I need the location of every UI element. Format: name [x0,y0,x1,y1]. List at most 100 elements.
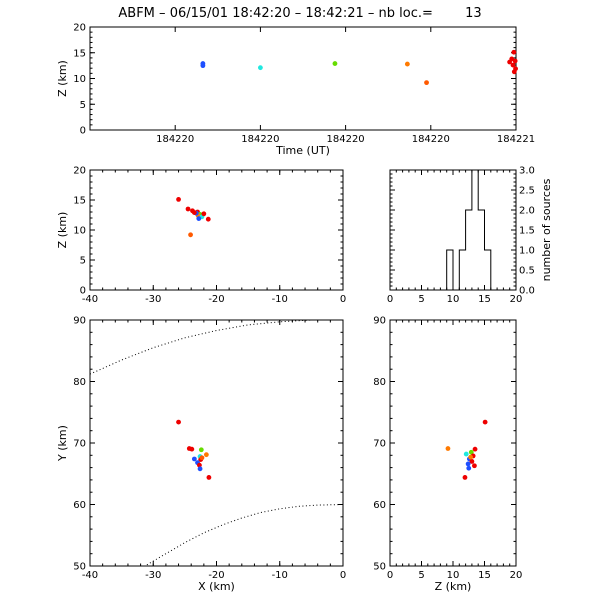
source-point [185,206,191,212]
y-tick-label: 0.0 [519,286,535,297]
source-point [176,197,181,202]
source-point [482,419,488,425]
source-point [198,447,204,453]
source-point [188,232,193,238]
y-tick-label: 20 [73,166,86,177]
source-point [201,211,207,217]
y-tick-label: 2.5 [519,186,535,197]
source-point [205,216,211,222]
y-tick-label: 50 [373,562,386,573]
source-point [472,463,477,469]
y-tick-label: 10 [73,226,86,237]
source-point [191,210,197,216]
figure-title: ABFM – 06/15/01 18:42:20 – 18:42:21 – nb… [118,6,481,21]
x-height-panel: -40 -30 -20 -10 0 0 5 10 15 20 Z (km) [56,166,346,306]
x-tick-label: 184220 [327,134,365,145]
y-tick-label: 90 [373,316,386,327]
y-tick-label: 50 [73,562,86,573]
source-point [469,459,475,464]
x-tick-label: 15 [478,294,491,305]
y-tick-label: 1.5 [519,226,535,237]
station-label: ABFM [118,6,155,21]
plot-frame [389,319,517,567]
source-point [200,63,206,69]
x-tick-label: 0 [340,294,346,305]
y-tick-label: 15 [73,48,86,59]
histogram-steps [390,169,516,291]
source-point [203,452,209,458]
y-tick-label: 60 [73,500,86,511]
x-tick-label: 0 [387,294,393,305]
x-tick-label: -40 [82,294,98,305]
x-tick-label: 20 [510,570,523,581]
source-point [511,69,517,75]
source-point [462,475,468,480]
x-axis-label: X (km) [198,580,235,593]
x-tick-label: -10 [272,570,288,581]
x-tick-label: 15 [478,570,491,581]
plot-frame [89,169,344,291]
source-point [510,62,516,68]
x-tick-label: -20 [208,570,224,581]
x-tick-label: 0 [387,570,393,581]
boundary-curve [89,319,312,375]
source-point [189,446,195,452]
y-tick-label: 1.0 [519,246,535,257]
x-tick-label: -40 [82,570,98,581]
source-point [472,446,478,452]
plot-frame [89,319,344,567]
time-range-label: 18:42:20 – 18:42:21 [232,6,364,21]
source-point [404,61,410,67]
x-tick-label: -10 [272,294,288,305]
source-point [258,65,263,71]
y-axis-label: Z (km) [56,212,69,249]
source-point [507,59,513,65]
y-tick-label: 80 [73,377,86,388]
x-tick-label: 184221 [497,134,535,145]
y-tick-label: 20 [73,23,86,34]
source-point [512,58,518,64]
date-label: 06/15/01 [170,6,228,21]
source-point [176,419,181,425]
x-tick-label: -20 [208,294,224,305]
x-tick-label: 10 [447,294,460,305]
source-point [465,461,471,467]
x-tick-label: -30 [145,570,161,581]
x-tick-label: 5 [418,570,424,581]
y-tick-label: 90 [73,316,86,327]
y-axis-label: Z (km) [56,60,69,97]
x-tick-label: 10 [447,570,460,581]
height-histogram-panel: 0 5 10 15 200.0 0.5 1.0 1.5 2.0 2.5 3.0 number of s… [387,166,553,306]
x-tick-label: 0 [340,570,346,581]
source-point [206,475,212,480]
y-axis-label: Y (km) [56,425,69,462]
source-point [196,216,202,222]
y-tick-label: 10 [73,74,86,85]
y-tick-label: 2.0 [519,206,535,217]
y-tick-label: 70 [373,439,386,450]
source-point [466,465,472,471]
source-point [424,80,429,86]
source-point [332,61,338,66]
x-tick-label: 20 [510,294,523,305]
y-tick-label: 80 [373,377,386,388]
x-tick-label: 5 [418,294,424,305]
boundary-curve [146,504,344,566]
source-point [191,456,197,462]
source-point [199,455,205,461]
time-height-panel: 184220 184220 184220 184220 184221 0 5 10 15 20 Ti… [56,23,535,158]
y-tick-label: 5 [80,100,86,111]
x-tick-label: 184220 [156,134,194,145]
x-axis-label: Z (km) [435,580,472,593]
x-tick-label: -30 [145,294,161,305]
x-tick-label: 184220 [241,134,279,145]
y-tick-label: 70 [73,439,86,450]
source-point [511,49,517,55]
y-tick-label: 0 [80,126,86,137]
source-point [197,462,202,468]
source-point [468,449,474,455]
plan-view-panel: -40 -30 -20 -10 0 50 60 70 80 90 X (km) Y (km) [56,316,346,594]
x-axis-label: Time (UT) [275,144,330,157]
y-tick-label: 15 [73,196,86,207]
source-point [445,446,451,451]
